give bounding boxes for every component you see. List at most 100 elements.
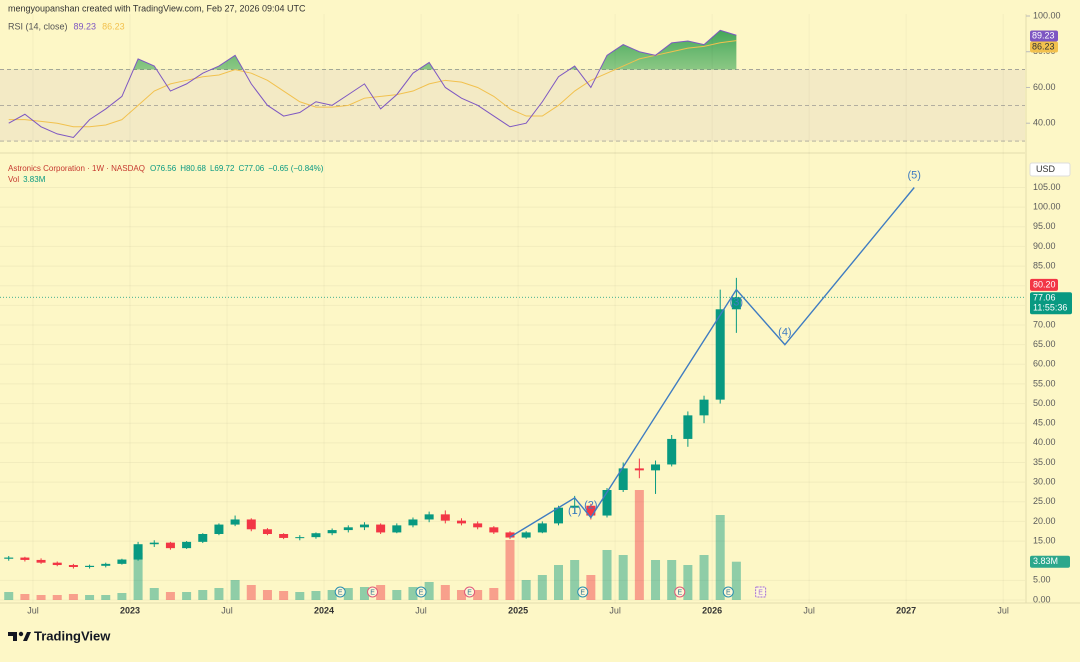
rsi-legend-value: 86.23 <box>102 21 125 31</box>
earnings-marker <box>577 586 589 598</box>
rsi-badge-text: 89.23 <box>1032 30 1055 40</box>
volume-bar <box>85 595 95 600</box>
brand-logo <box>8 631 31 641</box>
volume-bar <box>359 587 369 600</box>
candle-body <box>36 559 46 563</box>
elliott-wave <box>509 187 915 538</box>
last-price-text: 77.06 <box>1033 293 1056 303</box>
volume-bar <box>683 565 693 600</box>
x-tick-label: Jul <box>997 605 1009 615</box>
candle-body <box>667 438 677 465</box>
x-tick-label: 2027 <box>896 605 916 615</box>
earnings-marker-label: E <box>370 589 375 596</box>
volume-bar <box>343 588 353 600</box>
volume-bar <box>4 592 14 600</box>
x-tick-label: Jul <box>415 605 427 615</box>
volume-bar <box>586 575 596 600</box>
y-tick-label: 95.00 <box>1033 221 1056 231</box>
candle-body <box>521 532 531 538</box>
candle-body <box>343 527 353 531</box>
rsi-badge-text: 86.23 <box>1032 41 1055 51</box>
level-badge-text: 80.20 <box>1033 279 1056 289</box>
rsi-badge <box>1030 30 1058 42</box>
earnings-marker-label: E <box>726 589 731 596</box>
y-tick-label: 15.00 <box>1033 535 1056 545</box>
last-price-badge <box>1030 292 1072 315</box>
volume-bar <box>149 588 159 600</box>
volume-bar <box>473 590 483 600</box>
volume-bar <box>505 540 515 600</box>
y-tick-label: 20.00 <box>1033 516 1056 526</box>
candle-body <box>359 524 369 528</box>
candle-body <box>214 524 224 534</box>
earnings-marker <box>415 586 427 598</box>
volume-bar <box>68 594 78 600</box>
y-tick-label: 55.00 <box>1033 378 1056 388</box>
earnings-marker <box>722 586 734 598</box>
candle-body <box>165 542 175 549</box>
candle-body <box>618 468 628 490</box>
volume-bar <box>198 590 208 600</box>
candle-body <box>570 505 580 508</box>
volume-bar <box>311 591 321 600</box>
candle-body <box>68 565 78 567</box>
y-tick-label: 45.00 <box>1033 418 1056 428</box>
volume-bar <box>230 580 240 600</box>
ohlc-legend: H80.68 <box>180 164 206 173</box>
y-tick-label: 30.00 <box>1033 477 1056 487</box>
candle-body <box>634 468 644 471</box>
earnings-marker <box>755 586 767 598</box>
x-tick-label: Jul <box>803 605 815 615</box>
ohlc-legend: O76.56 <box>150 164 177 173</box>
volume-bar <box>295 592 305 600</box>
volume-badge <box>1030 555 1070 568</box>
earnings-marker-label: E <box>467 589 472 596</box>
candle-body <box>20 557 30 560</box>
wave-label: (5) <box>908 169 921 181</box>
volume-bar <box>392 590 402 600</box>
rsi-line <box>8 29 737 139</box>
x-tick-label: 2025 <box>508 605 528 615</box>
wave-label: (2) <box>584 499 597 511</box>
candle-body <box>699 399 709 416</box>
candle-body <box>392 525 402 533</box>
volume-bar <box>440 585 450 600</box>
candle-body <box>651 464 661 471</box>
y-tick-label: 5.00 <box>1033 575 1051 585</box>
candle-body <box>683 415 693 439</box>
volume-bar <box>424 582 434 600</box>
candle-body <box>586 505 596 516</box>
volume-bar <box>36 595 46 600</box>
candle-body <box>133 544 143 560</box>
earnings-marker-label: E <box>419 589 424 596</box>
volume-bar <box>182 592 192 600</box>
ohlc-legend: C77.06 <box>238 164 264 173</box>
x-tick-label: Jul <box>609 605 621 615</box>
candle-body <box>376 524 386 533</box>
candle-body <box>4 557 14 559</box>
y-tick-label: 50.00 <box>1033 398 1056 408</box>
ohlc-legend: L69.72 <box>210 164 235 173</box>
volume-bar <box>651 560 661 600</box>
wave-label: (1) <box>568 505 581 517</box>
currency: USD <box>1036 164 1056 174</box>
candle-body <box>52 562 62 566</box>
volume-badge-text: 3.83M <box>1033 556 1058 566</box>
wave-label: (3) <box>730 297 743 309</box>
volume-bar <box>554 565 564 600</box>
rsi-tick-label: 40.00 <box>1033 118 1056 128</box>
level-badge <box>1030 278 1058 291</box>
earnings-marker-label: E <box>758 589 763 596</box>
y-tick-label: 85.00 <box>1033 260 1056 270</box>
earnings-marker <box>674 586 686 598</box>
volume-bar <box>20 594 30 600</box>
candle-body <box>505 532 515 538</box>
candle-body <box>117 559 127 564</box>
y-tick-label: 70.00 <box>1033 319 1056 329</box>
candle-body <box>554 507 564 524</box>
y-tick-label: 100.00 <box>1033 202 1061 212</box>
y-tick-label: 60.00 <box>1033 359 1056 369</box>
ohlc-legend: −0.65 (−0.84%) <box>268 164 323 173</box>
volume-bar <box>214 588 224 600</box>
